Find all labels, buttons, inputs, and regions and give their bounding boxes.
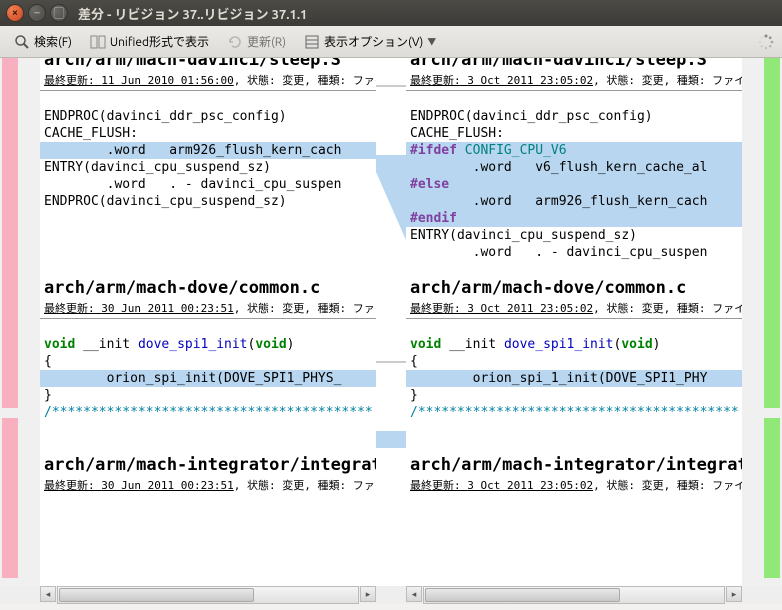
- code-line: .word . - davinci_cpu_suspen: [406, 244, 742, 261]
- code-line: ENDPROC(davinci_ddr_psc_config): [40, 108, 376, 125]
- scroll-right-button[interactable]: ▸: [726, 586, 742, 602]
- code-line: }: [40, 387, 376, 404]
- right-overview[interactable]: [762, 58, 782, 586]
- code-line: .word arm926_flush_kern_cach: [40, 142, 376, 159]
- code-line: void __init dove_spi1_init(void): [40, 336, 376, 353]
- overview-mark: [2, 418, 18, 578]
- code-line: ENTRY(davinci_cpu_suspend_sz): [406, 227, 742, 244]
- overview-mark: [2, 58, 18, 408]
- code-line: orion_spi_1_init(DOVE_SPI1_PHY: [406, 370, 742, 387]
- left-overview[interactable]: [0, 58, 20, 586]
- file-header: arch/arm/mach-integrator/integrato: [40, 455, 376, 476]
- code-line: }: [406, 387, 742, 404]
- file-meta: 最終更新: 3 Oct 2011 23:05:02, 状態: 変更, 種類: フ…: [406, 71, 742, 91]
- left-pane[interactable]: arch/arm/mach-davinci/sleep.S 最終更新: 11 J…: [40, 58, 376, 586]
- scroll-right-button[interactable]: ▸: [360, 586, 376, 602]
- left-linegutter: [20, 58, 40, 586]
- file-header: arch/arm/mach-integrator/integrato: [406, 455, 742, 476]
- file-meta: 最終更新: 30 Jun 2011 00:23:51, 状態: 変更, 種類: …: [40, 476, 376, 495]
- maximize-button[interactable]: ▢: [50, 4, 68, 22]
- code-line: ENDPROC(davinci_cpu_suspend_sz): [40, 193, 376, 210]
- minimize-button[interactable]: –: [28, 4, 46, 22]
- code-line: void __init dove_spi1_init(void): [406, 336, 742, 353]
- code-line: CACHE_FLUSH:: [40, 125, 376, 142]
- code-line: ENTRY(davinci_cpu_suspend_sz): [40, 159, 376, 176]
- code-line: {: [406, 353, 742, 370]
- file-header: arch/arm/mach-davinci/sleep.S: [40, 58, 376, 71]
- code-line: .word v6_flush_kern_cache_al: [406, 159, 742, 176]
- options-label: 表示オプション(V): [324, 33, 423, 50]
- code-line: ENDPROC(davinci_ddr_psc_config): [406, 108, 742, 125]
- left-hscrollbar[interactable]: [57, 586, 359, 604]
- file-header: arch/arm/mach-dove/common.c: [406, 278, 742, 299]
- unified-button[interactable]: Unified形式で表示: [84, 30, 215, 53]
- spinner-icon: [758, 34, 774, 50]
- code-line: .word arm926_flush_kern_cach: [406, 193, 742, 210]
- diff-area: arch/arm/mach-davinci/sleep.S 最終更新: 11 J…: [0, 58, 782, 586]
- search-label: 検索(F): [34, 33, 72, 50]
- refresh-label: 更新(R): [247, 33, 286, 50]
- code-line: /***************************************…: [406, 404, 742, 421]
- file-header: arch/arm/mach-davinci/sleep.S: [406, 58, 742, 71]
- refresh-icon: [227, 34, 243, 50]
- refresh-button[interactable]: 更新(R): [221, 30, 292, 53]
- file-meta: 最終更新: 3 Oct 2011 23:05:02, 状態: 変更, 種類: フ…: [406, 299, 742, 319]
- file-meta: 最終更新: 30 Jun 2011 00:23:51, 状態: 変更, 種類: …: [40, 299, 376, 319]
- options-icon: [304, 34, 320, 50]
- right-pane[interactable]: arch/arm/mach-davinci/sleep.S 最終更新: 3 Oc…: [406, 58, 742, 586]
- code-line: CACHE_FLUSH:: [406, 125, 742, 142]
- code-line: #else: [406, 176, 742, 193]
- code-line: {: [40, 353, 376, 370]
- right-hscrollbar[interactable]: [423, 586, 725, 604]
- file-header: arch/arm/mach-dove/common.c: [40, 278, 376, 299]
- overview-mark: [764, 58, 780, 408]
- code-line: .word . - davinci_cpu_suspen: [40, 176, 376, 193]
- titlebar: × – ▢ 差分 - リビジョン 37..リビジョン 37.1.1: [0, 0, 782, 26]
- unified-icon: [90, 34, 106, 50]
- search-icon: [14, 34, 30, 50]
- code-line: #endif: [406, 210, 742, 227]
- overview-mark: [764, 418, 780, 578]
- options-button[interactable]: 表示オプション(V) ▼: [298, 30, 442, 53]
- search-button[interactable]: 検索(F): [8, 30, 78, 53]
- close-button[interactable]: ×: [6, 4, 24, 22]
- code-line: /***************************************…: [40, 404, 376, 421]
- scroll-left-button[interactable]: ◂: [40, 586, 56, 602]
- toolbar: 検索(F) Unified形式で表示 更新(R) 表示オプション(V) ▼: [0, 26, 782, 58]
- dropdown-icon: ▼: [427, 35, 436, 48]
- file-meta: 最終更新: 11 Jun 2010 01:56:00, 状態: 変更, 種類: …: [40, 71, 376, 91]
- code-line: orion_spi_init(DOVE_SPI1_PHYS_: [40, 370, 376, 387]
- file-meta: 最終更新: 3 Oct 2011 23:05:02, 状態: 変更, 種類: フ…: [406, 476, 742, 495]
- mid-gutter: [376, 58, 406, 586]
- code-line: #ifdef CONFIG_CPU_V6: [406, 142, 742, 159]
- scroll-left-button[interactable]: ◂: [406, 586, 422, 602]
- unified-label: Unified形式で表示: [110, 33, 209, 50]
- scrollbar-row: ◂ ▸ ◂ ▸: [0, 586, 782, 604]
- right-linegutter: [742, 58, 762, 586]
- window-title: 差分 - リビジョン 37..リビジョン 37.1.1: [78, 4, 307, 23]
